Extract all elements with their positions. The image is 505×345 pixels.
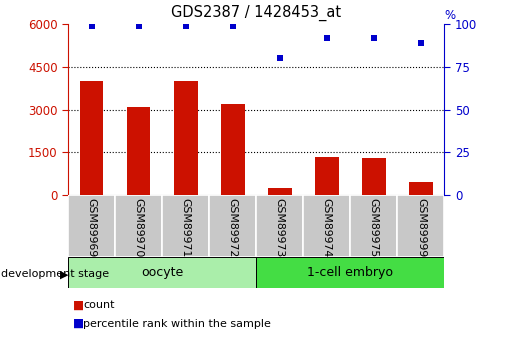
- Text: count: count: [83, 300, 115, 310]
- Point: [323, 35, 331, 41]
- Text: GSM89971: GSM89971: [181, 198, 191, 257]
- Bar: [221, 104, 244, 195]
- Text: 1-cell embryo: 1-cell embryo: [308, 266, 393, 279]
- Text: oocyte: oocyte: [141, 266, 183, 279]
- Title: GDS2387 / 1428453_at: GDS2387 / 1428453_at: [171, 5, 341, 21]
- Text: GSM89972: GSM89972: [228, 198, 238, 257]
- Text: GSM89999: GSM89999: [416, 198, 426, 257]
- Text: GSM89969: GSM89969: [87, 198, 96, 257]
- Bar: [162, 195, 209, 257]
- Text: ▶: ▶: [60, 269, 68, 279]
- Bar: [350, 195, 397, 257]
- Point: [229, 23, 237, 29]
- Bar: [397, 195, 444, 257]
- Bar: [174, 81, 197, 195]
- Bar: [127, 107, 150, 195]
- Bar: [257, 195, 304, 257]
- Text: ■: ■: [73, 299, 84, 312]
- Point: [88, 23, 96, 29]
- Bar: [304, 195, 350, 257]
- Point: [370, 35, 378, 41]
- Bar: [362, 158, 386, 195]
- Text: GSM89975: GSM89975: [369, 198, 379, 257]
- Text: GSM89973: GSM89973: [275, 198, 285, 257]
- Point: [182, 23, 190, 29]
- Text: development stage: development stage: [1, 269, 109, 279]
- Bar: [68, 195, 115, 257]
- Text: ■: ■: [73, 317, 84, 330]
- Bar: [115, 195, 162, 257]
- Point: [135, 23, 143, 29]
- Bar: [268, 188, 291, 195]
- Bar: [409, 182, 433, 195]
- Bar: [257, 257, 444, 288]
- Point: [417, 40, 425, 46]
- Bar: [80, 81, 104, 195]
- Bar: [68, 257, 257, 288]
- Text: GSM89970: GSM89970: [134, 198, 144, 257]
- Bar: [209, 195, 256, 257]
- Text: %: %: [444, 9, 456, 22]
- Text: percentile rank within the sample: percentile rank within the sample: [83, 319, 271, 328]
- Text: GSM89974: GSM89974: [322, 198, 332, 257]
- Bar: [315, 157, 338, 195]
- Point: [276, 56, 284, 61]
